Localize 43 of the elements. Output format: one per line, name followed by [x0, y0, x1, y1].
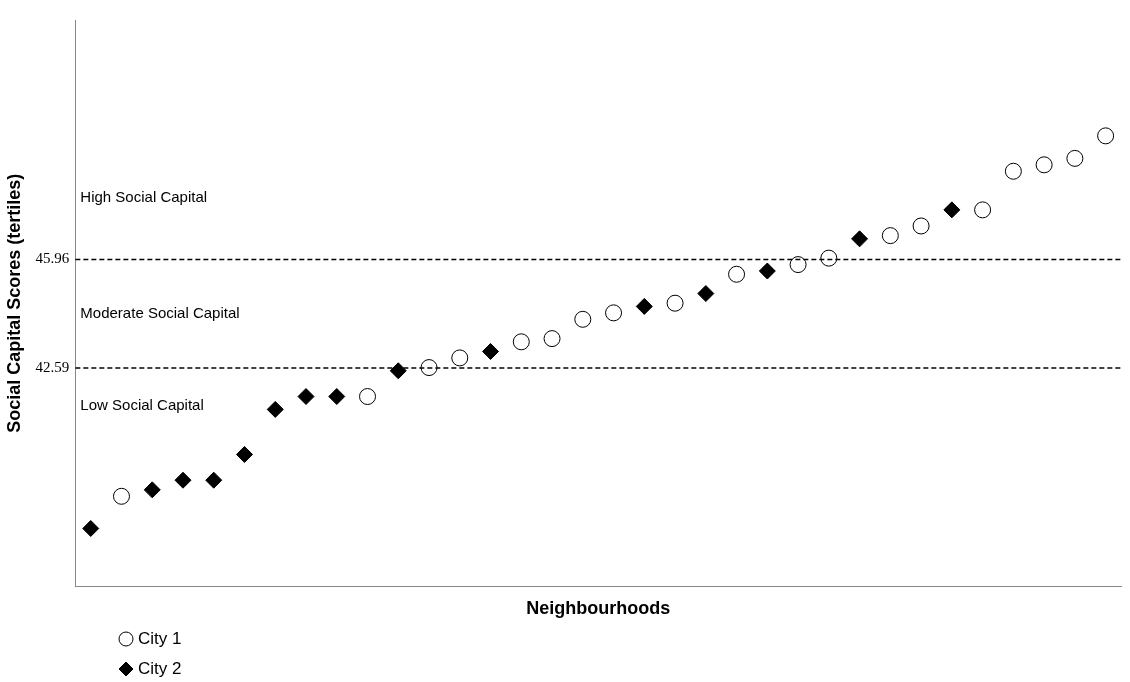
point: [451, 349, 469, 367]
point: [266, 400, 284, 418]
point: [1066, 149, 1084, 167]
point: [1004, 162, 1022, 180]
x-axis-title: Neighbourhoods: [526, 598, 671, 619]
point: [389, 362, 407, 380]
point: [1035, 156, 1053, 174]
point: [512, 333, 530, 351]
y-tick-label: 45.96: [35, 250, 70, 267]
point: [881, 227, 899, 245]
point: [1097, 127, 1115, 145]
annotation: Moderate Social Capital: [80, 303, 240, 321]
point: [635, 297, 653, 315]
point: [605, 304, 623, 322]
annotation: Low Social Capital: [80, 396, 204, 414]
point: [974, 201, 992, 219]
y-axis-title: Social Capital Scores (tertiles): [3, 173, 24, 433]
point: [205, 471, 223, 489]
point: [789, 256, 807, 274]
point: [666, 294, 684, 312]
annotation: High Social Capital: [80, 187, 208, 205]
point: [482, 342, 500, 360]
point: [82, 519, 100, 537]
point: [758, 262, 776, 280]
legend-label: City 2: [138, 659, 182, 679]
point: [112, 487, 130, 505]
point: [851, 230, 869, 248]
legend-label: City 1: [138, 629, 182, 649]
y-tick-label: 42.59: [35, 358, 70, 375]
point: [328, 388, 346, 406]
point: [697, 285, 715, 303]
point: [943, 201, 961, 219]
point: [359, 388, 377, 406]
point: [728, 265, 746, 283]
point: [236, 445, 253, 463]
point: [574, 310, 592, 328]
point: [143, 481, 161, 499]
point: [543, 330, 561, 348]
point: [174, 471, 192, 489]
point: [297, 388, 315, 406]
point: [420, 359, 438, 377]
point: [820, 249, 838, 267]
point: [912, 217, 930, 235]
